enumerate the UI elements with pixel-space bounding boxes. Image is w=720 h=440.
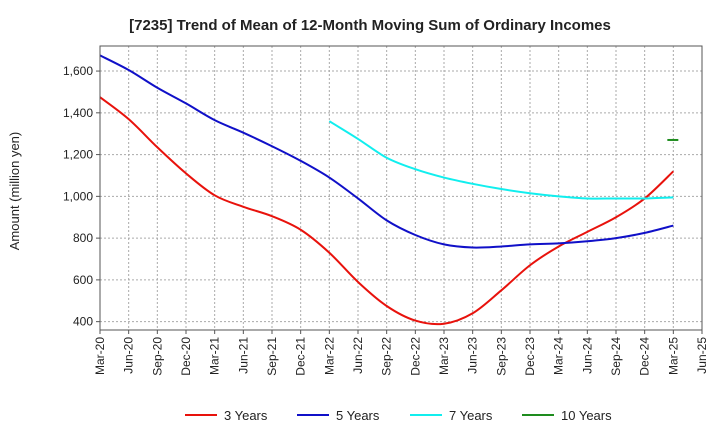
x-tick-label: Mar-21: [208, 337, 222, 375]
series-line-5-years: [99, 54, 674, 249]
x-tick-label: Dec-20: [179, 337, 193, 376]
x-tick-label: Jun-20: [122, 337, 136, 374]
legend-label: 7 Years: [449, 408, 493, 423]
y-tick-label: 1,400: [63, 106, 93, 120]
legend: 3 Years 5 Years 7 Years 10 Years: [185, 408, 612, 423]
y-tick-label: 400: [73, 315, 93, 329]
y-tick-label: 800: [73, 231, 93, 245]
x-tick-label: Jun-21: [236, 337, 250, 374]
x-tick-label: Dec-21: [294, 337, 308, 376]
x-tick-label: Dec-23: [523, 337, 537, 376]
y-axis-ticks: 400 600 800 1,000 1,200 1,400 1,600: [63, 64, 100, 329]
x-tick-label: Sep-21: [265, 337, 279, 376]
y-tick-label: 600: [73, 273, 93, 287]
x-tick-label: Jun-24: [580, 337, 594, 374]
chart-title: [7235] Trend of Mean of 12-Month Moving …: [129, 17, 611, 34]
plot-frame: [99, 45, 703, 331]
x-tick-label: Sep-22: [380, 337, 394, 376]
x-tick-label: Sep-23: [494, 337, 508, 376]
x-tick-label: Sep-20: [150, 337, 164, 376]
x-axis-ticks: Mar-20 Jun-20 Sep-20 Dec-20 Mar-21 Jun-21 Sep-…: [93, 330, 709, 376]
x-tick-label: Mar-25: [666, 337, 680, 375]
x-tick-label: Mar-24: [552, 337, 566, 375]
series-line-7-years: [328, 120, 674, 200]
series-line-3-years: [99, 96, 675, 326]
x-tick-label: Mar-23: [437, 337, 451, 375]
y-tick-label: 1,000: [63, 189, 93, 203]
x-tick-label: Mar-22: [322, 337, 336, 375]
y-axis-label: Amount (million yen): [7, 132, 22, 251]
y-tick-label: 1,600: [63, 64, 93, 78]
x-tick-label: Mar-20: [93, 337, 107, 375]
x-tick-label: Sep-24: [609, 337, 623, 376]
x-tick-label: Jun-23: [466, 337, 480, 374]
legend-label: 5 Years: [336, 408, 380, 423]
x-tick-label: Dec-22: [408, 337, 422, 376]
grid: [100, 46, 702, 330]
x-tick-label: Jun-22: [351, 337, 365, 374]
legend-label: 3 Years: [224, 408, 268, 423]
legend-label: 10 Years: [561, 408, 612, 423]
x-tick-label: Jun-25: [695, 337, 709, 374]
series-lines: [99, 54, 679, 326]
x-tick-label: Dec-24: [638, 337, 652, 376]
y-tick-label: 1,200: [63, 148, 93, 162]
